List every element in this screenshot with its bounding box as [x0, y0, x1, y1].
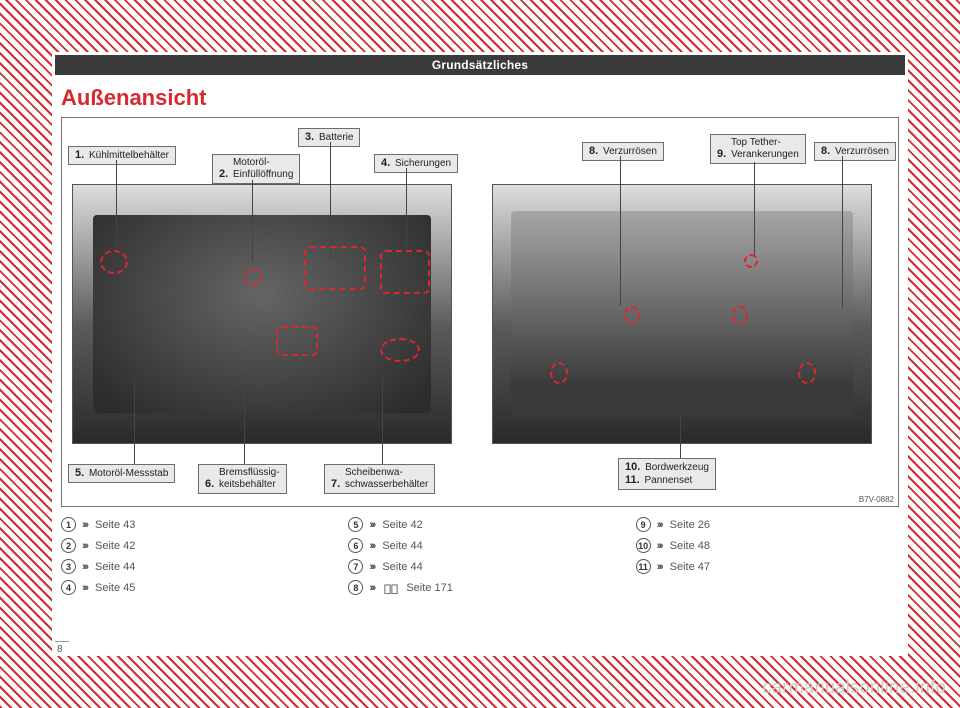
- ref-number-badge: 8: [348, 580, 363, 595]
- book-icon: [384, 584, 398, 596]
- ref-number-badge: 9: [636, 517, 651, 532]
- lead-line: [680, 414, 681, 458]
- callout-1: 1. Kühlmittelbehälter: [68, 146, 176, 165]
- marker: [304, 246, 366, 290]
- ref-number-badge: 7: [348, 559, 363, 574]
- marker: [244, 268, 262, 286]
- chevron-icon: ›››: [369, 582, 374, 594]
- ref-item: 2 ››› Seite 42: [61, 538, 324, 553]
- ref-item: 1 ››› Seite 43: [61, 517, 324, 532]
- callout-4: 4. Sicherungen: [374, 154, 458, 173]
- ref-text: Seite 44: [382, 561, 422, 573]
- lead-line: [382, 372, 383, 464]
- callout-10: 10. Bordwerkzeug11. Pannenset: [618, 458, 716, 490]
- chevron-icon: ›››: [657, 540, 662, 552]
- chevron-icon: ›››: [82, 519, 87, 531]
- ref-item: 5 ››› Seite 42: [348, 517, 611, 532]
- page-content: Grundsätzliches Außenansicht B7V-0882 1.…: [55, 55, 905, 653]
- ref-text: Seite 171: [406, 582, 452, 594]
- marker: [550, 362, 568, 384]
- lead-line: [244, 372, 245, 464]
- lead-line: [406, 168, 407, 254]
- lead-line: [116, 160, 117, 248]
- reference-list: 1 ››› Seite 43 2 ››› Seite 42 3 ››› Seite 44 4…: [55, 507, 905, 595]
- ref-item: 11 ››› Seite 47: [636, 559, 899, 574]
- ref-text: Seite 43: [95, 519, 135, 531]
- watermark: carmanualsonline.info: [762, 677, 946, 698]
- engine-block-graphic: [93, 215, 431, 413]
- ref-number-badge: 10: [636, 538, 651, 553]
- ref-number-badge: 2: [61, 538, 76, 553]
- ref-col-1: 1 ››› Seite 43 2 ››› Seite 42 3 ››› Seite 44 4…: [61, 517, 324, 595]
- chevron-icon: ›››: [369, 540, 374, 552]
- lead-line: [330, 142, 331, 260]
- ref-number-badge: 6: [348, 538, 363, 553]
- chevron-icon: ›››: [82, 582, 87, 594]
- callout-8: 8. Verzurrösen: [814, 142, 896, 161]
- marker: [744, 254, 758, 268]
- lead-line: [842, 156, 843, 308]
- callout-5: 5. Motoröl-Messstab: [68, 464, 175, 483]
- ref-text: Seite 26: [670, 519, 710, 531]
- callout-8: 8. Verzurrösen: [582, 142, 664, 161]
- marker: [380, 338, 420, 362]
- ref-item: 6 ››› Seite 44: [348, 538, 611, 553]
- ref-text: Seite 42: [382, 519, 422, 531]
- ref-col-3: 9 ››› Seite 26 10 ››› Seite 48 11 ››› Seite 4…: [636, 517, 899, 595]
- ref-item: 3 ››› Seite 44: [61, 559, 324, 574]
- callout-9: 9. Top Tether-Verankerungen: [710, 134, 806, 164]
- trunk-graphic: [511, 211, 853, 417]
- callout-6: 6. Bremsflüssig-keitsbehälter: [198, 464, 287, 494]
- photo-trunk: [492, 184, 872, 444]
- callout-7: 7. Scheibenwa-schwasserbehälter: [324, 464, 435, 494]
- lead-line: [252, 180, 253, 262]
- section-title: Außenansicht: [55, 75, 905, 117]
- ref-number-badge: 3: [61, 559, 76, 574]
- ref-item: 8 ››› Seite 171: [348, 580, 611, 595]
- chevron-icon: ›››: [369, 561, 374, 573]
- chevron-icon: ›››: [657, 561, 662, 573]
- ref-text: Seite 48: [670, 540, 710, 552]
- ref-text: Seite 45: [95, 582, 135, 594]
- ref-item: 10 ››› Seite 48: [636, 538, 899, 553]
- chevron-icon: ›››: [657, 519, 662, 531]
- chapter-bar: Grundsätzliches: [55, 55, 905, 75]
- ref-text: Seite 44: [382, 540, 422, 552]
- ref-item: 9 ››› Seite 26: [636, 517, 899, 532]
- ref-number-badge: 1: [61, 517, 76, 532]
- lead-line: [134, 378, 135, 464]
- chevron-icon: ›››: [369, 519, 374, 531]
- marker: [798, 362, 816, 384]
- chevron-icon: ›››: [82, 540, 87, 552]
- figure: B7V-0882 1. Kühlmittelbehälter 2. Motoröl…: [61, 117, 899, 507]
- ref-text: Seite 44: [95, 561, 135, 573]
- ref-item: 7 ››› Seite 44: [348, 559, 611, 574]
- lead-line: [620, 156, 621, 306]
- ref-text: Seite 42: [95, 540, 135, 552]
- marker: [100, 250, 128, 274]
- page-number: 8: [55, 641, 69, 655]
- ref-text: Seite 47: [670, 561, 710, 573]
- ref-number-badge: 4: [61, 580, 76, 595]
- ref-number-badge: 11: [636, 559, 651, 574]
- figure-id: B7V-0882: [859, 495, 894, 504]
- marker: [624, 306, 640, 324]
- marker: [380, 250, 430, 294]
- ref-col-2: 5 ››› Seite 42 6 ››› Seite 44 7 ››› Seite 44 8…: [348, 517, 611, 595]
- chevron-icon: ›››: [82, 561, 87, 573]
- lead-line: [754, 162, 755, 256]
- marker: [276, 326, 318, 356]
- ref-number-badge: 5: [348, 517, 363, 532]
- ref-item: 4 ››› Seite 45: [61, 580, 324, 595]
- marker: [732, 306, 748, 324]
- callout-2: 2. Motoröl-Einfüllöffnung: [212, 154, 300, 184]
- photo-engine-bay: [72, 184, 452, 444]
